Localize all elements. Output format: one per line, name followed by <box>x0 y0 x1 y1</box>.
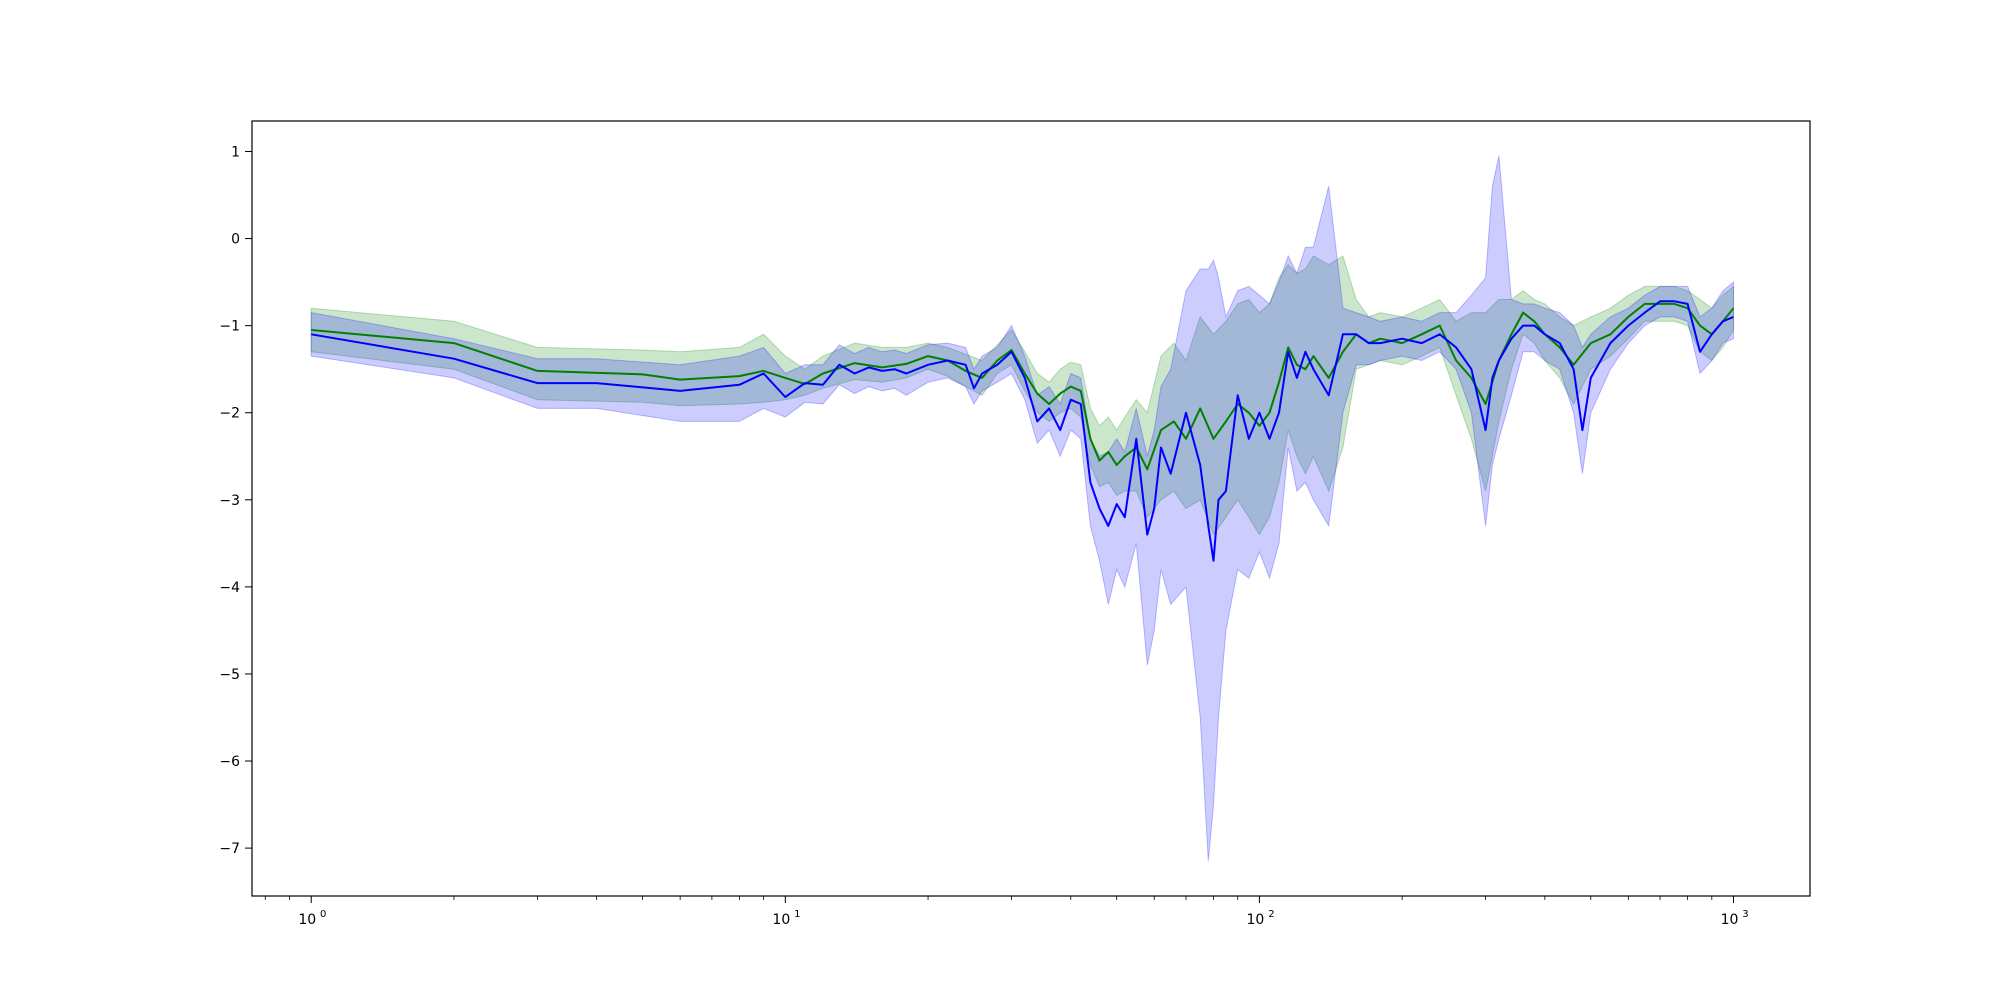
series-1-line <box>311 302 1735 471</box>
series-2-line <box>311 300 1734 562</box>
y-tick-label: −4 <box>219 580 240 596</box>
y-tick-label: −1 <box>219 319 240 335</box>
x-tick-label-exponent: 0 <box>320 909 326 920</box>
x-tick-label-exponent: 3 <box>1742 909 1748 920</box>
x-axis: 10 0 10 1 10 2 10 3 <box>264 896 1749 928</box>
x-tick-label-exponent: 2 <box>1268 909 1274 920</box>
y-tick-label: −2 <box>219 406 240 422</box>
x-tick-label: 10 <box>298 912 316 928</box>
y-tick-label: −7 <box>219 841 240 857</box>
y-tick-label: −6 <box>219 754 240 770</box>
y-axis: 1 0 −1 −2 −3 −4 −5 −6 −7 <box>219 144 252 857</box>
y-tick-label: 0 <box>231 232 240 248</box>
x-tick-label: 10 <box>1246 912 1264 928</box>
y-tick-label: −5 <box>219 667 240 683</box>
series-2-band <box>310 155 1734 862</box>
x-tick-label: 10 <box>1721 912 1739 928</box>
series-lines <box>311 300 1735 562</box>
x-tick-label: 10 <box>772 912 790 928</box>
x-tick-label-exponent: 1 <box>794 909 800 920</box>
y-tick-label: 1 <box>231 144 240 160</box>
y-tick-label: −3 <box>219 493 240 509</box>
plot-frame <box>251 120 1811 897</box>
